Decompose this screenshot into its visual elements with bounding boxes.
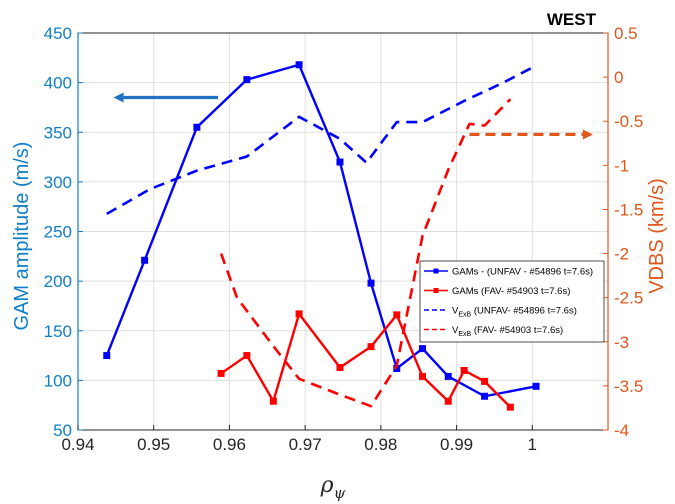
data-point xyxy=(393,364,401,372)
data-point xyxy=(481,392,489,400)
x-tick-label: 0.95 xyxy=(137,435,170,454)
y-left-tick-label: 300 xyxy=(44,173,72,192)
data-point xyxy=(217,369,225,377)
data-point xyxy=(243,76,251,84)
x-tick-label: 0.98 xyxy=(364,435,397,454)
data-point xyxy=(444,372,452,380)
data-point xyxy=(444,397,452,405)
y-axis-left-label: GAM amplitude (m/s) xyxy=(11,142,33,331)
data-point xyxy=(532,382,540,390)
legend-marker xyxy=(433,268,439,274)
data-point xyxy=(419,372,426,380)
data-point xyxy=(506,403,514,411)
y-left-tick-label: 450 xyxy=(44,24,72,43)
legend: GAMs - (UNFAV - #54896 t=7.6s) GAMs (FAV-… xyxy=(419,260,605,343)
annotations-layer xyxy=(113,92,593,140)
y-right-tick-label: -1 xyxy=(614,156,629,175)
y-left-tick-label: 100 xyxy=(44,371,72,390)
y-axis-right-label: VDBS (km/s) xyxy=(646,178,668,294)
y-left-tick-label: 200 xyxy=(44,272,72,291)
x-tick-label: 1 xyxy=(528,435,537,454)
data-point xyxy=(103,352,111,360)
data-point xyxy=(336,158,344,166)
y-right-tick-label: -4 xyxy=(614,421,629,440)
x-tick-label: 0.94 xyxy=(61,435,94,454)
legend-entry-label: VExB (FAV- #54903 t=7.6s) xyxy=(452,325,563,338)
series-line-4 xyxy=(219,98,512,408)
x-tick-label: 0.96 xyxy=(213,435,246,454)
legend-box xyxy=(419,260,605,343)
right-axis-ticks: 0.5 0 -0.5 -1 -1.5 -2 -2.5 -3 -3.5 -4 xyxy=(603,24,643,440)
data-point xyxy=(367,279,375,287)
y-right-tick-label: -3.5 xyxy=(614,377,643,396)
y-right-tick-label: -3 xyxy=(614,333,629,352)
series-line-3 xyxy=(106,64,537,215)
grid xyxy=(77,32,608,431)
y-left-tick-label: 250 xyxy=(44,223,72,242)
data-point xyxy=(460,366,468,374)
y-right-tick-label: -2 xyxy=(614,245,629,264)
data-point xyxy=(193,123,201,131)
data-point xyxy=(269,397,277,405)
series-line-1 xyxy=(105,63,537,398)
data-point xyxy=(295,310,303,318)
data-point xyxy=(295,61,303,69)
data-point xyxy=(336,363,344,371)
x-tick-label: 0.97 xyxy=(289,435,322,454)
y-left-tick-label: 400 xyxy=(44,74,72,93)
legend-entry-label: GAMs - (UNFAV - #54896 t=7.6s) xyxy=(452,267,593,278)
y-left-tick-label: 150 xyxy=(44,322,72,341)
annotation-arrow-head xyxy=(113,92,124,103)
y-right-tick-label: -2.5 xyxy=(614,289,643,308)
data-point xyxy=(367,343,375,351)
legend-entry-label: VExB (UNFAV- #54896 t=7.6s) xyxy=(452,306,577,319)
data-point xyxy=(243,352,251,360)
left-axis-ticks: 50 100 150 200 250 300 350 400 450 xyxy=(44,24,83,440)
y-right-tick-label: 0.5 xyxy=(614,24,638,43)
y-right-tick-label: -0.5 xyxy=(614,112,643,131)
series-layer xyxy=(103,61,540,411)
x-axis-label: ρψ xyxy=(320,473,346,502)
legend-marker xyxy=(433,288,439,293)
y-right-tick-label: 0 xyxy=(614,68,623,87)
data-point xyxy=(141,256,149,264)
x-tick-label: 0.99 xyxy=(440,435,473,454)
legend-entry-label: GAMs (FAV- #54903 t=7.6s) xyxy=(452,286,570,297)
chart-title: WEST xyxy=(547,10,597,29)
annotation-arrow-head xyxy=(582,129,593,140)
x-axis-label-subscript: ψ xyxy=(334,484,346,502)
data-point xyxy=(481,377,489,385)
data-point xyxy=(419,345,426,353)
y-right-tick-label: -1.5 xyxy=(614,200,643,219)
x-axis-label-main: ρ xyxy=(320,473,334,498)
x-axis-ticks: 0.94 0.95 0.96 0.97 0.98 0.99 1 xyxy=(61,425,537,454)
y-left-tick-label: 350 xyxy=(44,123,72,142)
y-left-tick-label: 50 xyxy=(53,421,72,440)
data-point xyxy=(393,311,401,319)
